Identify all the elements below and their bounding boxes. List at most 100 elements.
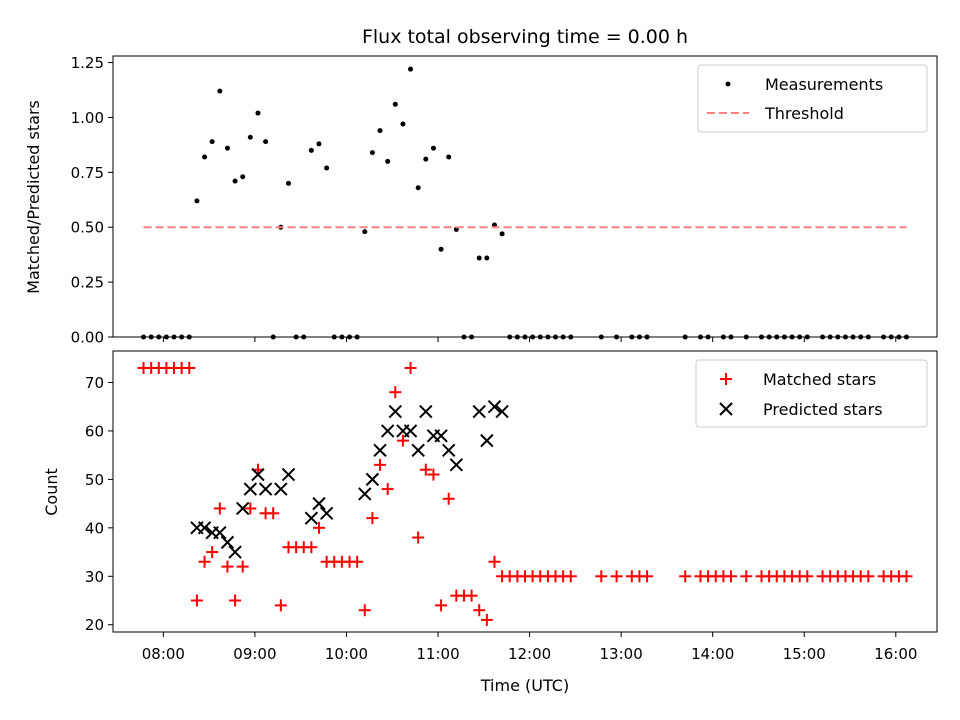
matched-star-marker [389,386,402,399]
measurement-point [377,128,383,134]
measurement-point [316,141,322,147]
matched-star-marker [305,541,318,554]
legend-marker-matched [720,373,732,385]
predicted-star-marker [411,443,425,458]
predicted-star-marker [449,458,464,472]
matched-star-marker [381,483,394,496]
matched-star-marker [488,555,501,568]
x-tick-label: 09:00 [233,645,276,663]
predicted-star-marker [434,429,448,443]
matched-star-marker [725,570,737,583]
measurement-point [400,121,406,127]
matched-star-marker [221,560,234,573]
matched-star-marker [351,555,364,568]
predicted-star-marker [281,467,296,482]
measurement-point [247,134,253,140]
count-y-tick-label: 40 [85,519,104,537]
predicted-star-marker [373,443,387,458]
matched-star-marker [610,570,623,583]
ratio-y-tick-label: 1.00 [71,109,104,127]
count-y-axis-label: Count [42,468,61,516]
ratio-y-tick-label: 0.25 [71,274,104,292]
count-legend: Matched stars Predicted stars [695,359,928,428]
measurement-point [224,145,230,151]
ratio-y-axis-label: Matched/Predicted stars [24,100,43,294]
ratio-legend: Measurements Threshold [697,64,928,133]
x-tick-label: 11:00 [416,645,459,663]
measurement-point [255,110,261,116]
matched-star-marker [404,361,417,374]
measurement-point [392,101,398,107]
measurement-point [202,154,208,160]
matched-star-marker [595,570,608,583]
matched-star-marker [213,502,226,515]
ratio-y-tick-label: 0.00 [71,329,104,347]
matched-star-marker [183,361,196,374]
measurement-point [415,185,421,191]
matched-star-marker [679,570,692,583]
x-tick-label: 13:00 [600,645,643,663]
count-y-tick-label: 30 [85,568,104,586]
x-tick-label: 16:00 [874,645,917,663]
matched-star-marker [480,613,493,626]
measurement-point [484,255,490,261]
count-marks [137,361,913,626]
x-tick-label: 10:00 [325,645,368,663]
measurement-point [232,178,238,184]
predicted-star-marker [304,511,319,525]
measurement-point [408,66,414,72]
matched-star-marker [419,463,432,476]
predicted-star-marker [495,404,509,419]
ratio-legend-box [697,64,928,133]
measurement-point [438,246,444,252]
predicted-star-marker [235,501,250,516]
predicted-star-marker [213,525,227,540]
count-y-tick-label: 50 [85,471,104,489]
matched-star-marker [862,570,875,583]
measurement-point [476,255,482,261]
matched-star-marker [198,555,211,568]
predicted-star-marker [388,404,403,419]
predicted-star-marker [419,404,433,419]
predicted-star-marker [487,400,502,414]
count-y-tick-label: 70 [85,374,104,392]
predicted-star-marker [441,443,456,458]
x-tick-label: 15:00 [783,645,826,663]
matched-star-marker [473,604,486,617]
predicted-star-marker [251,467,265,482]
matched-star-marker [244,502,257,515]
matched-star-marker [274,599,287,612]
matched-star-marker [366,512,379,525]
count-panel: 20 30 40 50 60 70 08:00 09:00 10:00 11:00 12:00 13… [42,350,938,695]
matched-star-marker [740,570,753,583]
measurement-point [324,165,330,171]
legend-marker-measurements [725,81,731,87]
predicted-star-marker [312,496,326,511]
predicted-star-marker [197,521,212,535]
predicted-star-marker [365,472,380,487]
measurement-point [217,88,223,94]
predicted-star-marker [274,482,288,496]
count-x-axis: 08:00 09:00 10:00 11:00 12:00 13:00 14:00 15:00… [142,632,917,663]
legend-label-threshold: Threshold [764,104,844,123]
count-y-tick-label: 60 [85,422,104,440]
measurement-point [240,174,246,180]
ratio-plot-frame [112,55,938,338]
legend-label-predicted: Predicted stars [763,400,883,419]
ratio-y-tick-label: 0.75 [71,164,104,182]
matched-star-marker [442,492,455,505]
measurement-point [369,150,375,156]
matched-star-marker [641,570,654,583]
x-axis-label: Time (UTC) [480,676,569,695]
measurement-point [446,154,452,160]
matched-star-marker [358,604,371,617]
predicted-star-marker [472,404,486,419]
predicted-star-marker [319,506,334,521]
measurement-point [285,180,291,186]
matched-star-marker [229,594,242,607]
matched-star-marker [801,570,814,583]
predicted-star-marker [403,424,418,438]
predicted-star-marker [358,487,372,501]
measurement-point [308,147,314,153]
matched-star-marker [190,594,203,607]
